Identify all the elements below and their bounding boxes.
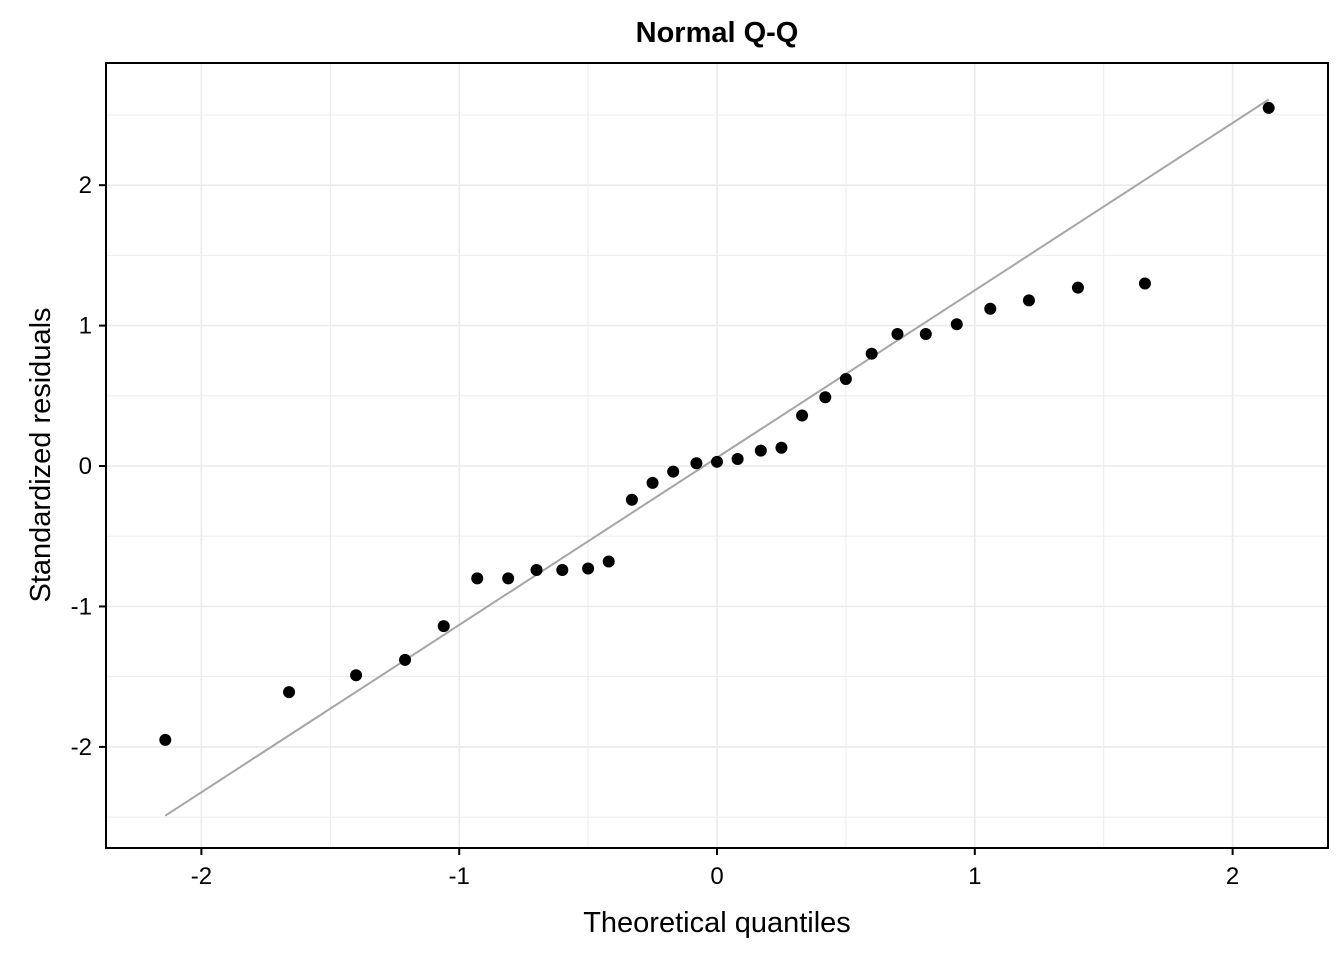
data-point — [159, 733, 172, 746]
data-point — [690, 457, 703, 470]
data-point — [399, 653, 412, 666]
data-point — [839, 372, 852, 385]
axes: -2 -1 0 1 2 -2 -1 0 1 2 — [71, 62, 1329, 890]
data-point — [556, 563, 569, 576]
y-tick-label: -1 — [71, 593, 92, 620]
data-point — [471, 572, 484, 585]
data-point — [984, 302, 997, 315]
data-point — [891, 328, 904, 341]
data-point — [646, 476, 659, 489]
data-point — [950, 318, 963, 331]
data-point — [667, 465, 680, 478]
y-tick-label: 0 — [79, 453, 92, 480]
x-tick-label: -2 — [191, 863, 212, 890]
x-tick-label: 0 — [710, 863, 723, 890]
y-axis-label: Standardized residuals — [25, 307, 57, 602]
x-tick-label: 1 — [968, 863, 981, 890]
y-tick-label: 1 — [79, 313, 92, 340]
data-point — [754, 444, 767, 457]
x-tick-label: -1 — [449, 863, 470, 890]
data-point — [283, 686, 296, 699]
y-tick-label: 2 — [79, 172, 92, 199]
data-point — [1138, 277, 1151, 290]
data-point — [530, 563, 543, 576]
x-tick-label: 2 — [1226, 863, 1239, 890]
data-point — [919, 328, 932, 341]
data-point — [502, 572, 515, 585]
data-point — [731, 453, 744, 466]
data-point — [1022, 294, 1035, 307]
data-point — [775, 441, 788, 454]
data-point — [796, 409, 809, 422]
data-point — [1071, 281, 1084, 294]
data-point — [350, 669, 363, 682]
data-point — [582, 562, 595, 575]
data-point — [1262, 101, 1275, 114]
chart-title: Normal Q-Q — [636, 17, 799, 49]
data-point — [865, 347, 878, 360]
grid-lines — [106, 63, 1328, 848]
data-points — [159, 101, 1275, 746]
data-point — [625, 493, 638, 506]
data-point — [711, 455, 723, 468]
data-point — [819, 391, 832, 404]
data-point — [437, 620, 450, 633]
x-axis-label: Theoretical quantiles — [583, 907, 851, 939]
y-tick-label: -2 — [71, 734, 92, 761]
data-point — [602, 555, 615, 568]
